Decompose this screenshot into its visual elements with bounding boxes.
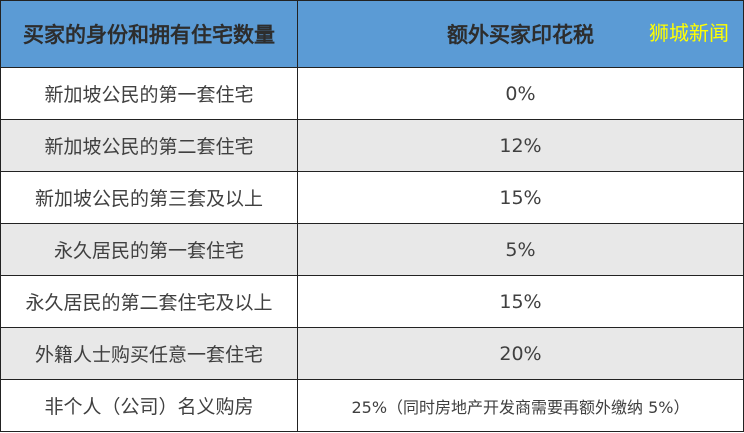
tax-cell: 15% — [297, 171, 744, 224]
buyer-cell: 永久居民的第二套住宅及以上 — [0, 275, 298, 328]
buyer-cell: 新加坡公民的第三套及以上 — [0, 171, 298, 224]
tax-cell: 12% — [297, 119, 744, 172]
header-row: 买家的身份和拥有住宅数量 额外买家印花税 狮城新闻 — [0, 0, 744, 68]
header-tax: 额外买家印花税 狮城新闻 — [297, 0, 744, 68]
table-row: 新加坡公民的第二套住宅 12% — [0, 119, 744, 172]
table-row: 非个人（公司）名义购房 25%（同时房地产开发商需要再额外缴纳 5%） — [0, 379, 744, 432]
buyer-cell: 非个人（公司）名义购房 — [0, 379, 298, 432]
table-row: 外籍人士购买任意一套住宅 20% — [0, 327, 744, 380]
header-tax-label: 额外买家印花税 — [447, 23, 594, 47]
buyer-cell: 新加坡公民的第二套住宅 — [0, 119, 298, 172]
header-buyer: 买家的身份和拥有住宅数量 — [0, 0, 298, 68]
buyer-cell: 永久居民的第一套住宅 — [0, 223, 298, 276]
table-row: 新加坡公民的第一套住宅 0% — [0, 67, 744, 120]
tax-cell: 0% — [297, 67, 744, 120]
table-row: 新加坡公民的第三套及以上 15% — [0, 171, 744, 224]
tax-cell: 5% — [297, 223, 744, 276]
buyer-cell: 外籍人士购买任意一套住宅 — [0, 327, 298, 380]
tax-cell: 25%（同时房地产开发商需要再额外缴纳 5%） — [297, 379, 744, 432]
tax-cell: 20% — [297, 327, 744, 380]
table-row: 永久居民的第一套住宅 5% — [0, 223, 744, 276]
table-row: 永久居民的第二套住宅及以上 15% — [0, 275, 744, 328]
watermark: 狮城新闻 — [649, 21, 729, 45]
tax-cell: 15% — [297, 275, 744, 328]
buyer-cell: 新加坡公民的第一套住宅 — [0, 67, 298, 120]
